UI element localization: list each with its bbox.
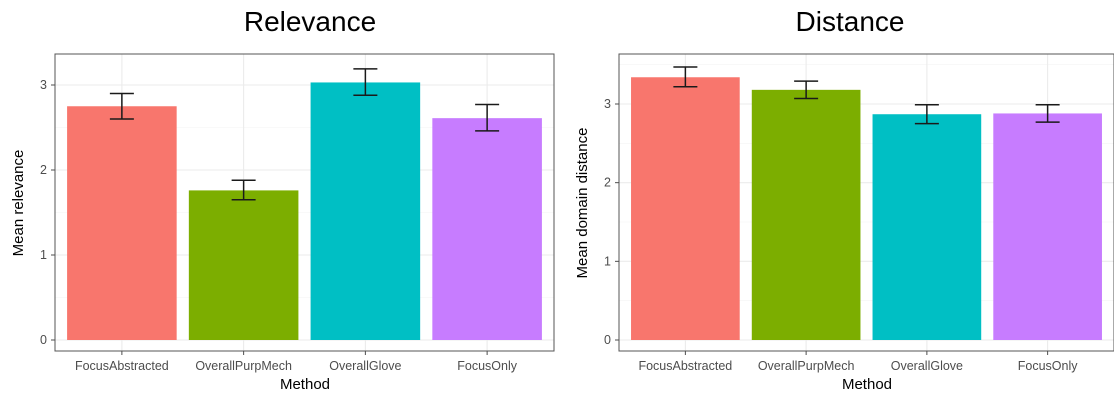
relevance-bar-overallglove (310, 82, 421, 340)
distance-chart: Distance 0 1 2 3 FocusAbstracted OverallPurp… (574, 6, 1114, 393)
relevance-y-ticks: 0 1 2 3 (40, 78, 55, 347)
relevance-y-tick-label-1: 1 (40, 248, 47, 262)
distance-y-tick-label-2: 2 (604, 176, 611, 190)
relevance-title: Relevance (244, 6, 376, 37)
relevance-y-tick-label-2: 2 (40, 163, 47, 177)
relevance-x-tick-label-overallglove: OverallGlove (329, 359, 401, 373)
relevance-x-tick-label-focusonly: FocusOnly (457, 359, 517, 373)
relevance-bars (67, 82, 542, 341)
distance-x-tick-label-focusonly: FocusOnly (1018, 359, 1078, 373)
relevance-bar-focusonly (432, 118, 542, 341)
distance-bar-overallpurpmech (751, 89, 861, 340)
distance-errorbar-focusabstracted (673, 66, 698, 88)
distance-y-tick-label-1: 1 (604, 254, 611, 268)
distance-errorbar-focusonly (1035, 104, 1060, 123)
distance-title: Distance (796, 6, 905, 37)
distance-bar-overallglove (872, 114, 982, 340)
distance-errorbar-overallglove (914, 104, 939, 125)
distance-x-tick-label-focusabstracted: FocusAbstracted (638, 359, 732, 373)
relevance-errorbar-focusonly (475, 103, 500, 132)
relevance-x-axis-title: Method (280, 376, 330, 393)
relevance-errorbar-focusabstracted (109, 92, 134, 120)
distance-bar-focusonly (993, 113, 1102, 340)
distance-bars (631, 77, 1102, 341)
distance-x-axis-title: Method (842, 376, 892, 393)
relevance-x-tick-label-focusabstracted: FocusAbstracted (75, 359, 169, 373)
relevance-x-tick-label-overallpurpmech: OverallPurpMech (195, 359, 292, 373)
relevance-panel-border (54, 53, 555, 352)
distance-x-ticks: FocusAbstracted OverallPurpMech OverallGlo… (638, 351, 1078, 373)
distance-y-tick-label-3: 3 (604, 97, 611, 111)
relevance-bar-overallpurpmech (188, 190, 299, 340)
distance-y-tick-label-0: 0 (604, 333, 611, 347)
distance-error-bars (673, 66, 1060, 125)
relevance-x-ticks: FocusAbstracted OverallPurpMech OverallGlo… (75, 351, 518, 373)
distance-y-ticks: 0 1 2 3 (604, 97, 619, 347)
relevance-chart: Relevance 0 1 2 3 FocusAbstracted OverallPur… (10, 6, 555, 393)
distance-panel-border (618, 53, 1114, 352)
relevance-error-bars (109, 68, 500, 201)
distance-x-tick-label-overallglove: OverallGlove (891, 359, 963, 373)
relevance-y-axis-title: Mean relevance (10, 150, 27, 257)
distance-bar-focusabstracted (631, 77, 740, 341)
relevance-y-tick-label-0: 0 (40, 333, 47, 347)
relevance-y-tick-label-3: 3 (40, 78, 47, 92)
relevance-bar-focusabstracted (67, 106, 177, 340)
distance-errorbar-overallpurpmech (794, 80, 819, 100)
distance-y-axis-title: Mean domain distance (574, 128, 591, 279)
relevance-errorbar-overallglove (353, 68, 378, 96)
relevance-errorbar-overallpurpmech (231, 179, 256, 201)
distance-x-tick-label-overallpurpmech: OverallPurpMech (758, 359, 855, 373)
